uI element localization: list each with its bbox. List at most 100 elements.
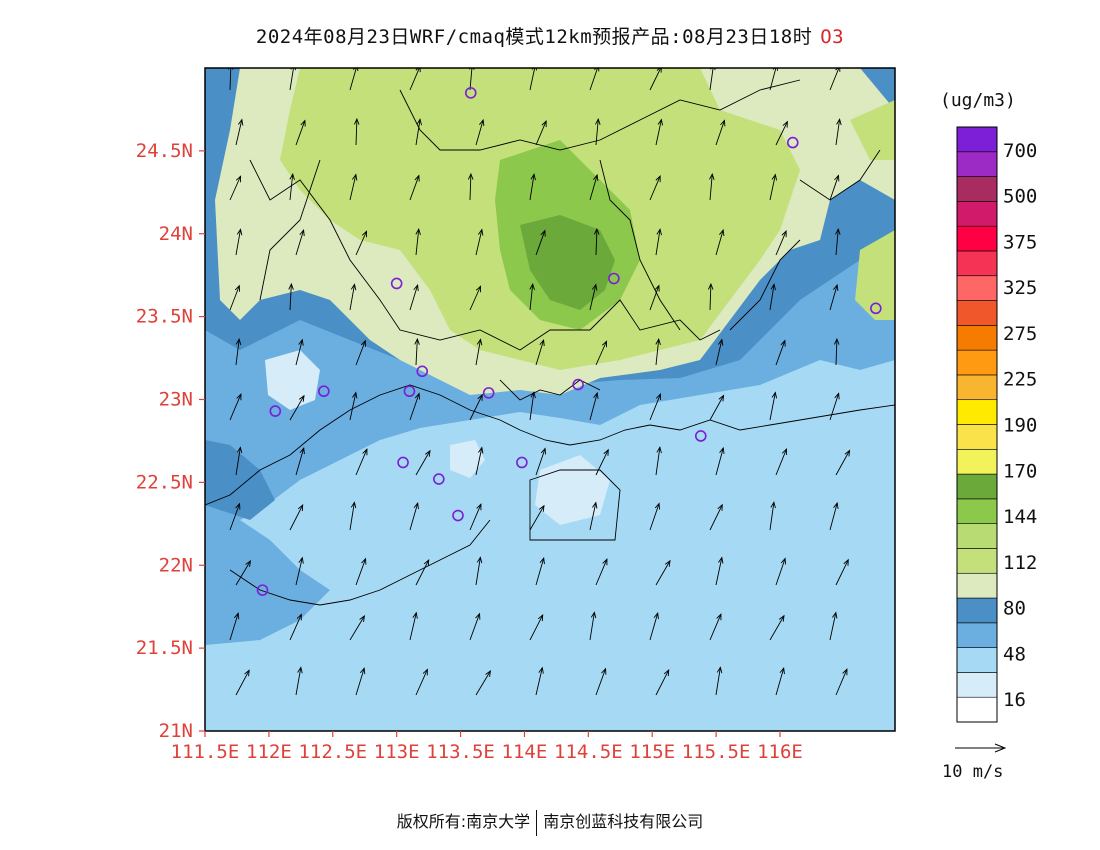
- wind-arrow-head: [781, 447, 788, 456]
- wind-arrow-head: [414, 337, 420, 345]
- wind-arrow: [769, 68, 777, 91]
- wind-arrow-head: [424, 449, 431, 457]
- colorbar-swatch: [956, 374, 998, 401]
- wind-arrow: [355, 558, 366, 586]
- wind-arrow-head: [235, 338, 242, 346]
- wind-arrow: [349, 68, 357, 91]
- y-tick-label: 24N: [159, 223, 193, 245]
- wind-arrow: [715, 339, 723, 366]
- wind-arrow-head: [653, 611, 659, 620]
- colorbar-label: 500: [1003, 186, 1037, 208]
- colorbar-label: 48: [1003, 643, 1026, 665]
- x-tick-label: 116E: [757, 741, 803, 763]
- wind-arrow: [409, 285, 419, 311]
- wind-arrow: [775, 558, 786, 586]
- wind-arrow: [595, 449, 609, 476]
- wind-arrow-head: [236, 393, 242, 401]
- wind-arrow-head: [299, 229, 305, 237]
- wind-arrow: [475, 557, 481, 586]
- wind-reference-label: 10 m/s: [942, 762, 1004, 782]
- boundary-line: [399, 79, 801, 151]
- wind-arrow: [229, 176, 241, 201]
- wind-arrow-head: [538, 504, 545, 512]
- land-darkgreen: [520, 215, 615, 310]
- wind-arrow: [529, 174, 535, 201]
- wind-arrow-head: [541, 120, 547, 128]
- station-marker: [397, 456, 409, 469]
- wind-arrow-head: [835, 227, 841, 235]
- wind-arrow-head: [842, 668, 848, 676]
- wind-arrow-head: [717, 338, 724, 346]
- wind-arrow-head: [362, 448, 368, 456]
- wind-arrow: [655, 447, 661, 476]
- wind-arrow: [649, 393, 661, 421]
- species-label: O3: [820, 26, 845, 48]
- colorbar-label: 112: [1003, 552, 1037, 574]
- station-marker: [694, 430, 707, 442]
- wind-arrow-head: [414, 392, 420, 400]
- wind-arrow-head: [233, 612, 240, 620]
- wind-arrow-head: [485, 670, 492, 678]
- colorbar-label: 170: [1003, 460, 1037, 482]
- wind-arrow-head: [350, 283, 357, 291]
- colorbar-swatch: [956, 448, 998, 475]
- colorbar-swatch: [956, 201, 998, 227]
- wind-arrow: [409, 612, 417, 641]
- station-marker: [318, 385, 330, 398]
- wind-arrow: [835, 450, 850, 476]
- x-tick-label: 112E: [246, 741, 292, 763]
- x-tick-label: 113.5E: [426, 741, 495, 763]
- wind-arrow-head: [770, 283, 776, 291]
- wind-arrow-head: [298, 394, 305, 402]
- wind-arrow-head: [413, 284, 419, 292]
- wind-arrow: [655, 229, 661, 256]
- wind-arrow-head: [530, 391, 536, 399]
- wind-arrow-head: [844, 449, 851, 457]
- wind-arrow: [835, 669, 848, 696]
- wind-arrow: [355, 340, 366, 366]
- wind-arrow: [709, 614, 722, 641]
- wind-arrow: [589, 174, 598, 201]
- wind-arrow-head: [834, 392, 840, 400]
- wind-arrow: [589, 68, 599, 91]
- wind-arrow-head: [467, 172, 474, 180]
- wind-arrow-head: [602, 558, 608, 566]
- x-tick-label: 113E: [374, 741, 420, 763]
- wind-arrow-head: [656, 68, 662, 73]
- wind-arrow: [769, 502, 775, 531]
- wind-arrow: [295, 230, 305, 256]
- wind-arrow-head: [656, 228, 662, 236]
- colorbar-swatch: [956, 225, 998, 252]
- copyright-left: 版权所有:南京大学: [396, 812, 531, 831]
- wind-arrow-head: [235, 502, 241, 510]
- wind-arrow-head: [707, 282, 714, 290]
- wind-arrow-head: [601, 340, 608, 348]
- wind-arrow: [535, 340, 545, 366]
- x-tick-label: 111.5E: [171, 741, 240, 763]
- colorbar-label: 275: [1003, 323, 1037, 345]
- wind-arrow: [415, 450, 431, 476]
- wind-arrow-head: [655, 392, 662, 401]
- wind-arrow-head: [475, 285, 482, 293]
- wind-arrow-head: [413, 501, 419, 510]
- wind-arrow-head: [780, 339, 786, 347]
- copyright-right: 南京创蓝科技有限公司: [543, 812, 704, 831]
- wind-arrow-head: [537, 614, 544, 622]
- wind-arrow-head: [297, 504, 304, 512]
- wind-arrow-head: [716, 613, 722, 621]
- wind-arrow: [535, 448, 546, 476]
- wind-arrow-head: [716, 666, 723, 674]
- wind-arrow-head: [236, 228, 243, 236]
- wind-arrow: [769, 615, 785, 641]
- wind-arrow-head: [353, 117, 360, 125]
- colorbar-swatch: [956, 424, 998, 450]
- wind-arrow-head: [236, 446, 243, 454]
- station-marker: [516, 456, 528, 469]
- wind-arrow-head: [833, 337, 840, 345]
- wind-arrow-head: [359, 615, 366, 623]
- station-marker: [403, 385, 416, 398]
- wind-arrow: [769, 174, 776, 201]
- wind-arrow: [829, 393, 840, 421]
- wind-arrow: [775, 230, 787, 256]
- colorbar-swatch: [956, 275, 998, 301]
